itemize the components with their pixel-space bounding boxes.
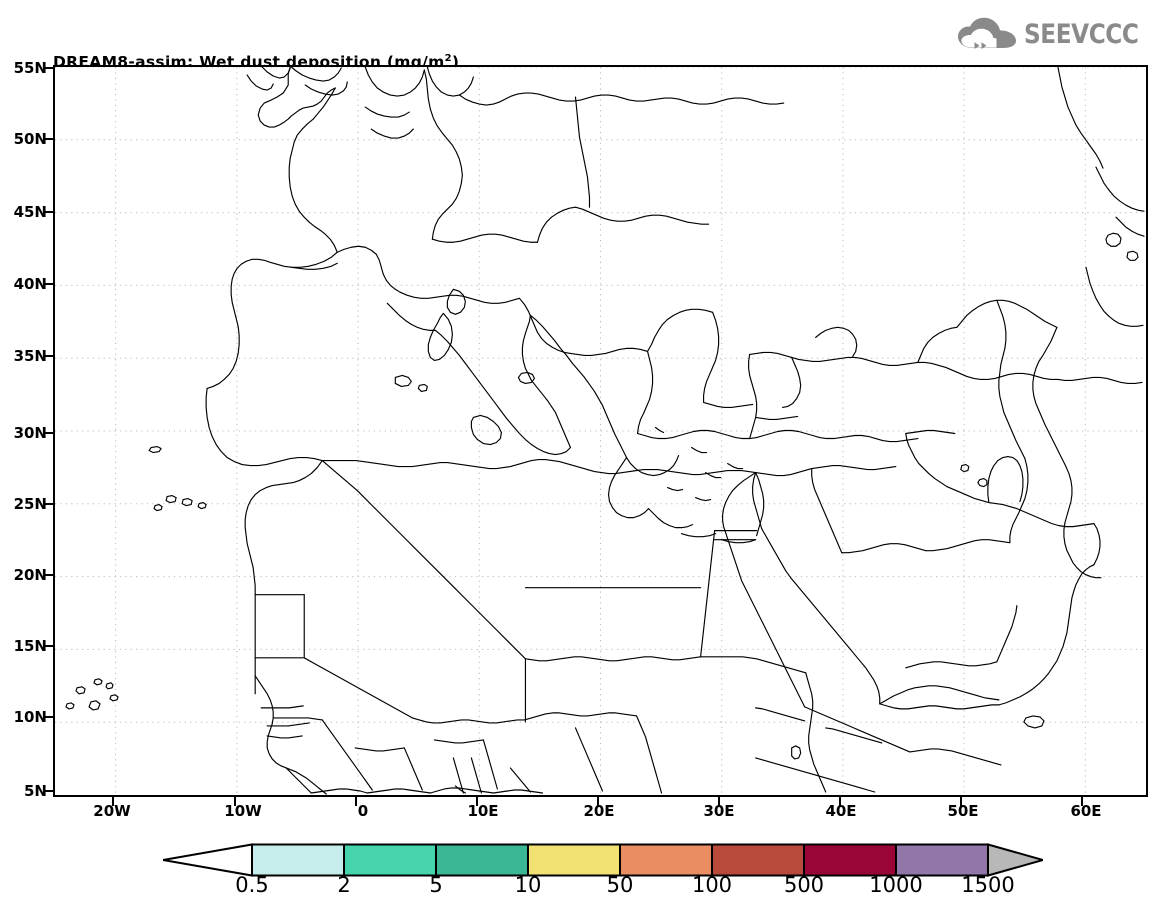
colorbar-label-100: 100	[691, 873, 733, 897]
lon-label-20e: 20E	[583, 802, 615, 820]
lon-tick-50e	[960, 797, 962, 806]
colorbar-label-500: 500	[783, 873, 825, 897]
lon-label-30e: 30E	[703, 802, 735, 820]
colorbar-under-arrow[interactable]	[163, 843, 253, 877]
lat-tick-45n	[44, 211, 53, 213]
lat-tick-30n	[44, 432, 53, 434]
lon-label-10e: 10E	[467, 802, 499, 820]
lat-label-20n: 20N	[13, 566, 47, 584]
cloud-icon	[957, 17, 1016, 49]
lat-label-15n: 15N	[13, 637, 47, 655]
lat-tick-50n	[44, 138, 53, 140]
lon-tick-40e	[839, 797, 841, 806]
colorbar[interactable]	[163, 843, 1043, 877]
colorbar-label-5: 5	[429, 873, 443, 897]
colorbar-label-10: 10	[514, 873, 542, 897]
lat-label-5n: 5N	[24, 782, 47, 800]
lat-label-30n: 30N	[13, 424, 47, 442]
lat-tick-20n	[44, 574, 53, 576]
colorbar-label-50: 50	[606, 873, 634, 897]
colorbar-label-2: 2	[337, 873, 351, 897]
colorbar-svg[interactable]	[163, 843, 1043, 877]
lat-label-50n: 50N	[13, 130, 47, 148]
lon-tick-20w	[112, 797, 114, 806]
lat-label-10n: 10N	[13, 708, 47, 726]
colorbar-bin-2[interactable]	[343, 843, 437, 877]
lat-tick-25n	[44, 503, 53, 505]
lon-tick-0	[355, 797, 357, 806]
lon-label-60e: 60E	[1070, 802, 1102, 820]
lon-tick-10w	[234, 797, 236, 806]
colorbar-bin-3[interactable]	[435, 843, 529, 877]
colorbar-label-1500: 1500	[961, 873, 1015, 897]
colorbar-bin-7[interactable]	[803, 843, 897, 877]
lat-label-40n: 40N	[13, 275, 47, 293]
colorbar-label-0-5: 0.5	[235, 873, 269, 897]
logo-text: SEEVCCC	[1023, 18, 1139, 50]
colorbar-bin-4[interactable]	[527, 843, 621, 877]
lat-tick-35n	[44, 355, 53, 357]
lon-label-50e: 50E	[947, 802, 979, 820]
lat-tick-10n	[44, 716, 53, 718]
graticule-grid	[55, 67, 1146, 795]
lat-tick-15n	[44, 645, 53, 647]
colorbar-tick-labels: 0.5 2 5 10 50 100 500 1000 1500	[0, 873, 1165, 903]
lon-label-20w: 20W	[93, 802, 131, 820]
map-canvas[interactable]	[55, 67, 1146, 795]
colorbar-label-1000: 1000	[869, 873, 923, 897]
lat-tick-5n	[44, 790, 53, 792]
lat-label-45n: 45N	[13, 203, 47, 221]
lat-label-35n: 35N	[13, 347, 47, 365]
lat-tick-55n	[44, 67, 53, 69]
colorbar-bin-5[interactable]	[619, 843, 713, 877]
colorbar-bin-6[interactable]	[711, 843, 805, 877]
colorbar-over-arrow[interactable]	[987, 843, 1043, 877]
lon-tick-20e	[597, 797, 599, 806]
coastline-layer	[65, 67, 1145, 795]
lon-label-40e: 40E	[825, 802, 857, 820]
colorbar-bin-8[interactable]	[895, 843, 989, 877]
page-title-superscript: 2	[444, 53, 452, 64]
seevccc-logo: SEEVCCC	[956, 14, 1157, 54]
lon-tick-10e	[476, 797, 478, 806]
lon-tick-30e	[718, 797, 720, 806]
map-plot-area[interactable]	[53, 65, 1148, 797]
lon-label-10w: 10W	[224, 802, 262, 820]
lat-label-55n: 55N	[13, 59, 47, 77]
lon-label-0: 0	[357, 802, 369, 820]
lat-label-25n: 25N	[13, 495, 47, 513]
lat-tick-40n	[44, 283, 53, 285]
page-title-suffix: )	[451, 53, 460, 72]
colorbar-bin-1[interactable]	[251, 843, 345, 877]
lon-tick-60e	[1081, 797, 1083, 806]
